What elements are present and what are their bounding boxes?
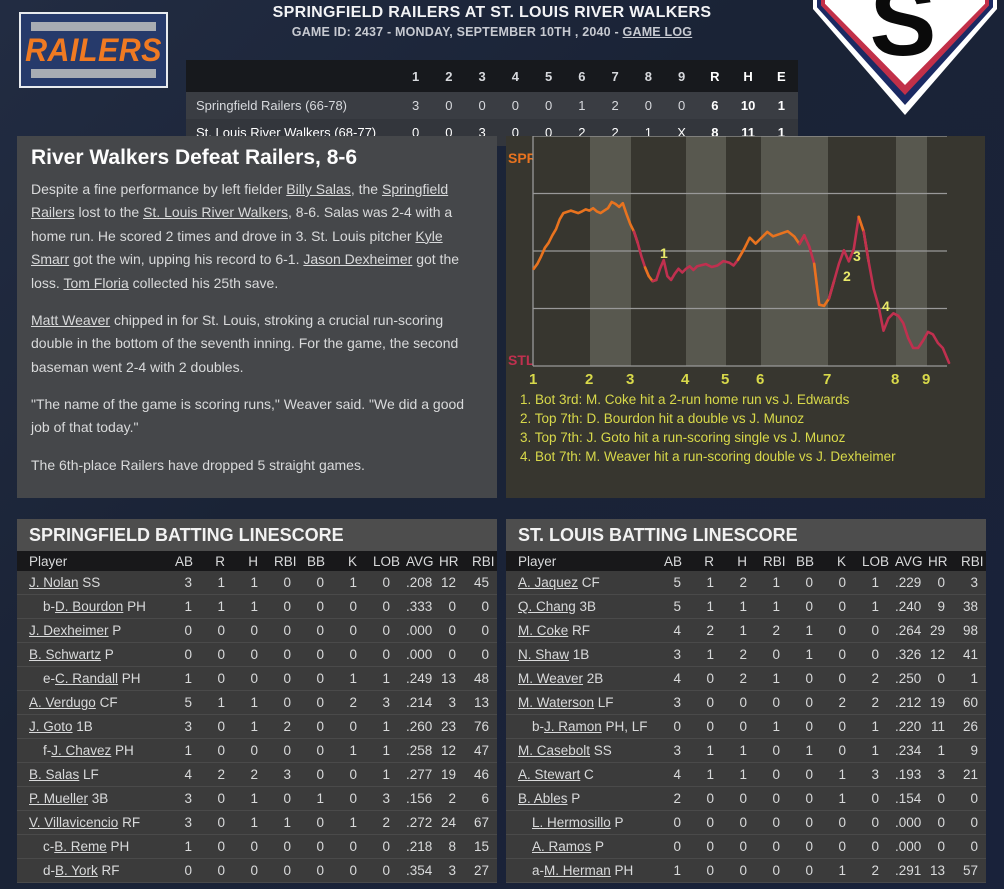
svg-text:1: 1 (529, 371, 537, 388)
svg-text:S: S (870, 0, 937, 77)
svg-text:1: 1 (660, 245, 668, 261)
svg-text:4: 4 (882, 298, 890, 314)
svg-text:3: 3 (626, 371, 634, 388)
svg-text:4: 4 (681, 371, 690, 388)
svg-text:2: 2 (843, 268, 851, 284)
svg-text:5: 5 (721, 371, 729, 388)
svg-text:2: 2 (585, 371, 593, 388)
svg-text:7: 7 (823, 371, 831, 388)
svg-text:6: 6 (756, 371, 764, 388)
svg-text:3: 3 (853, 248, 861, 264)
svg-text:9: 9 (922, 371, 930, 388)
svg-text:8: 8 (891, 371, 899, 388)
